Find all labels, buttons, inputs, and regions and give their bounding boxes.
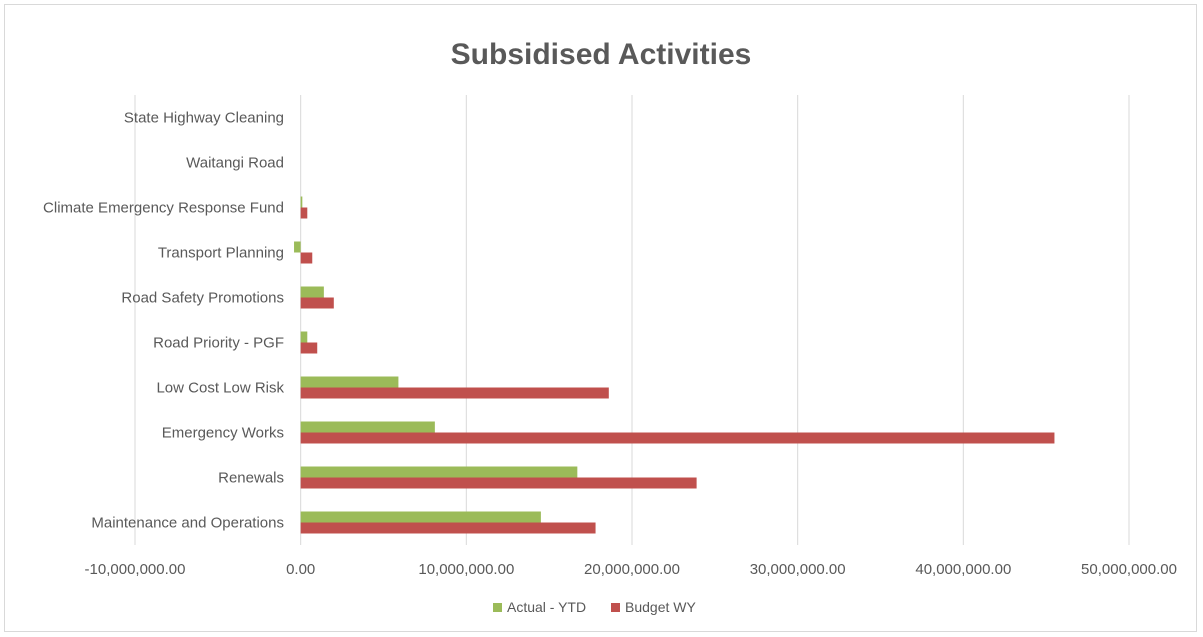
bar-actual-ytd xyxy=(300,331,308,343)
bar-actual-ytd xyxy=(300,421,435,433)
bar-budget-wy xyxy=(300,297,334,309)
category-label: State Highway Cleaning xyxy=(124,110,284,127)
category-label: Road Priority - PGF xyxy=(153,335,284,352)
category-label: Low Cost Low Risk xyxy=(156,380,284,397)
category-label: Maintenance and Operations xyxy=(91,515,284,532)
x-tick-label: 0.00 xyxy=(286,561,315,578)
bar-actual-ytd xyxy=(300,511,541,523)
bar-actual-ytd xyxy=(300,196,303,208)
bar-actual-ytd xyxy=(300,286,324,298)
bar-actual-ytd xyxy=(300,376,399,388)
legend-label: Actual - YTD xyxy=(507,599,586,615)
chart-title: Subsidised Activities xyxy=(451,38,752,71)
category-label: Transport Planning xyxy=(158,245,284,262)
category-label: Climate Emergency Response Fund xyxy=(43,200,284,217)
bar-budget-wy xyxy=(300,387,609,399)
legend-swatch-actual-ytd xyxy=(493,603,502,612)
x-tick-label: 40,000,000.00 xyxy=(915,561,1011,578)
x-tick-label: -10,000,000.00 xyxy=(85,561,186,578)
category-label: Emergency Works xyxy=(162,425,284,442)
bar-budget-wy xyxy=(300,432,1055,444)
chart-area xyxy=(4,4,1197,632)
legend-swatch-budget-wy xyxy=(611,603,620,612)
bar-budget-wy xyxy=(300,522,596,534)
x-tick-label: 50,000,000.00 xyxy=(1081,561,1177,578)
x-tick-label: 30,000,000.00 xyxy=(750,561,846,578)
bar-budget-wy xyxy=(300,207,308,219)
x-tick-label: 20,000,000.00 xyxy=(584,561,680,578)
bar-budget-wy xyxy=(300,252,313,264)
legend-label: Budget WY xyxy=(625,599,696,615)
category-label: Road Safety Promotions xyxy=(121,290,284,307)
category-label: Renewals xyxy=(218,470,284,487)
bar-budget-wy xyxy=(300,477,697,489)
bar-actual-ytd xyxy=(300,466,578,478)
bar-actual-ytd xyxy=(294,241,301,253)
category-label: Waitangi Road xyxy=(186,155,284,172)
bar-budget-wy xyxy=(300,342,318,354)
x-tick-label: 10,000,000.00 xyxy=(418,561,514,578)
